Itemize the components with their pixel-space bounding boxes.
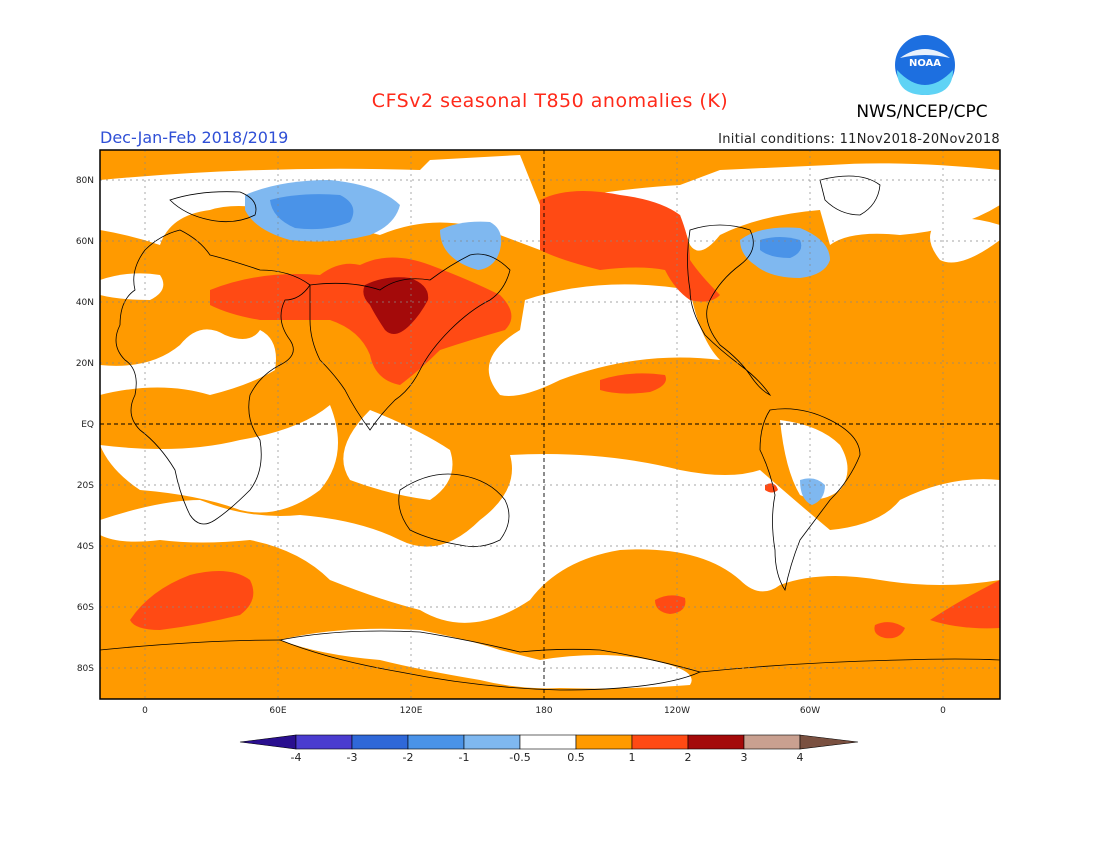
- cool-inner-regions: [270, 194, 802, 258]
- cool-region-siberia: [440, 221, 502, 270]
- colorbar-segment: [463, 734, 521, 750]
- longitude-label: 0: [142, 706, 148, 716]
- agency-label: NWS/NCEP/CPC: [856, 102, 988, 122]
- latitude-label: 60S: [77, 603, 94, 613]
- coastlines: [100, 175, 1000, 691]
- colorbar-tick-label: -0.5: [509, 751, 530, 764]
- colorbar-segment: [519, 734, 577, 750]
- colorbar-segment: [743, 734, 801, 750]
- anomaly-field: [100, 150, 1000, 699]
- noaa-logo-text: NOAA: [909, 58, 941, 69]
- longitude-label: 120E: [400, 706, 423, 716]
- colorbar-tick-label: 3: [741, 751, 748, 764]
- cool-region-south-america: [800, 478, 825, 505]
- colorbar-segment: [295, 734, 353, 750]
- latitude-label: EQ: [81, 420, 94, 430]
- colorbar-arrow-high: [799, 734, 859, 750]
- colorbar-segment: [631, 734, 689, 750]
- initial-conditions-label: Initial conditions: 11Nov2018-20Nov2018: [718, 132, 1000, 147]
- colorbar-segment: [351, 734, 409, 750]
- latitude-label: 40S: [77, 542, 94, 552]
- moderate-warm-regions: [130, 191, 1000, 639]
- latitude-labels: 80N 60N 40N 20N EQ 20S 40S 60S 80S: [76, 176, 94, 674]
- equator-and-dateline: [100, 150, 1000, 699]
- colorbar-tick-label: -3: [347, 751, 358, 764]
- season-label: Dec-Jan-Feb 2018/2019: [100, 128, 289, 147]
- colorbar: -4 -3 -2 -1 -0.5 0.5 1 2 3 4: [239, 734, 859, 764]
- longitude-labels: 0 60E 120E 180 120W 60W 0: [142, 706, 946, 716]
- colorbar-tick-label: 2: [685, 751, 692, 764]
- latitude-label: 80N: [76, 176, 94, 186]
- latitude-label: 20S: [77, 481, 94, 491]
- map-title: CFSv2 seasonal T850 anomalies (K): [371, 90, 729, 112]
- colorbar-segment: [575, 734, 633, 750]
- colorbar-tick-label: 4: [797, 751, 804, 764]
- latitude-label: 60N: [76, 237, 94, 247]
- colorbar-tick-label: -4: [291, 751, 302, 764]
- colorbar-segment: [407, 734, 465, 750]
- gridlines: [100, 150, 1000, 699]
- longitude-label: 180: [535, 706, 552, 716]
- strong-warm-regions: [363, 277, 429, 334]
- longitude-label: 60W: [800, 706, 820, 716]
- longitude-label: 60E: [269, 706, 286, 716]
- colorbar-tick-label: -2: [403, 751, 414, 764]
- colorbar-arrow-low: [239, 734, 297, 750]
- latitude-label: 40N: [76, 298, 94, 308]
- colorbar-segment: [687, 734, 745, 750]
- noaa-logo: NOAA: [895, 35, 955, 95]
- longitude-label: 120W: [664, 706, 690, 716]
- colorbar-tick-label: 1: [629, 751, 636, 764]
- map-frame: [99, 149, 1001, 700]
- latitude-label: 80S: [77, 664, 94, 674]
- longitude-label: 0: [940, 706, 946, 716]
- colorbar-tick-label: 0.5: [567, 751, 585, 764]
- latitude-label: 20N: [76, 359, 94, 369]
- colorbar-tick-label: -1: [459, 751, 470, 764]
